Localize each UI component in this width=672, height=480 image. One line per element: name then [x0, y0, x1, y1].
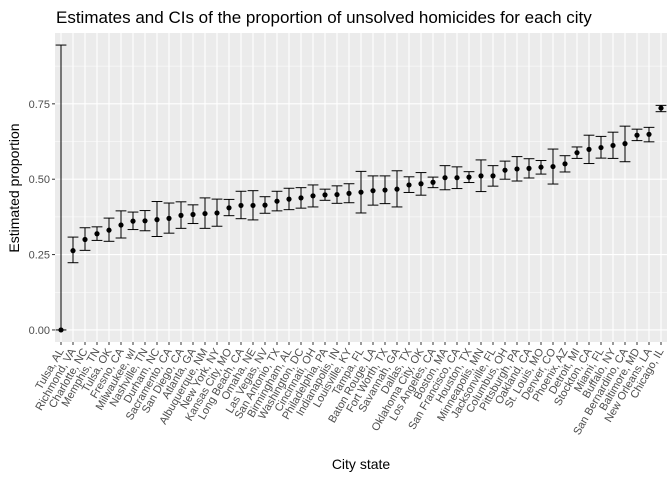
estimate-point	[454, 175, 460, 181]
estimate-point	[178, 212, 184, 218]
y-tick-label: 0.25	[29, 250, 50, 262]
estimate-point	[610, 142, 616, 149]
estimate-point	[142, 218, 148, 224]
y-tick-label: 0.50	[29, 174, 50, 186]
estimate-point	[130, 218, 136, 224]
y-tick-label: 0.75	[29, 99, 50, 111]
estimate-point	[118, 222, 124, 228]
estimate-point	[358, 189, 364, 195]
estimate-point	[538, 164, 544, 170]
estimate-point	[298, 195, 304, 201]
estimate-point	[262, 202, 268, 208]
estimate-point	[106, 227, 112, 233]
estimate-point	[214, 210, 220, 216]
estimate-point	[574, 150, 580, 156]
estimate-point	[658, 105, 664, 111]
estimate-point	[442, 175, 448, 181]
error-bars	[55, 44, 667, 331]
x-axis-title: City state	[332, 456, 391, 472]
estimate-point	[346, 190, 352, 196]
estimate-point	[70, 248, 76, 254]
estimate-point	[634, 132, 640, 138]
estimate-point	[238, 202, 244, 209]
estimate-point	[322, 192, 328, 198]
estimate-point	[154, 217, 160, 223]
estimate-point	[562, 161, 568, 167]
estimate-point	[586, 146, 592, 152]
y-axis: 0.00 0.25 0.50 0.75	[29, 99, 55, 337]
estimate-point	[622, 141, 628, 147]
estimate-point	[394, 186, 400, 192]
estimate-point	[430, 179, 436, 185]
estimate-point	[514, 166, 520, 172]
estimate-point	[382, 187, 388, 193]
estimate-point	[190, 211, 196, 218]
estimate-point	[502, 167, 508, 173]
estimate-point	[166, 215, 172, 221]
estimate-point	[490, 173, 496, 179]
estimate-point	[334, 191, 340, 198]
estimate-point	[58, 327, 64, 333]
estimate-point	[82, 236, 88, 243]
estimate-point	[274, 198, 280, 204]
estimate-point	[202, 210, 208, 217]
estimate-point	[406, 182, 412, 188]
y-tick-label: 0.00	[29, 325, 50, 337]
points	[58, 105, 664, 333]
estimate-point	[250, 202, 256, 209]
estimate-point	[466, 174, 472, 180]
estimate-point	[286, 196, 292, 202]
estimate-point	[418, 181, 424, 187]
estimate-point	[598, 144, 604, 151]
y-axis-title: Estimated proportion	[6, 123, 22, 252]
estimate-point	[478, 173, 484, 179]
estimate-point	[526, 165, 532, 171]
estimate-point	[550, 163, 556, 170]
estimate-point	[226, 205, 232, 211]
estimate-point	[370, 188, 376, 194]
chart-title: Estimates and CIs of the proportion of u…	[56, 8, 592, 27]
estimate-point	[94, 231, 100, 237]
estimate-point	[310, 193, 316, 199]
estimate-point	[646, 131, 652, 137]
